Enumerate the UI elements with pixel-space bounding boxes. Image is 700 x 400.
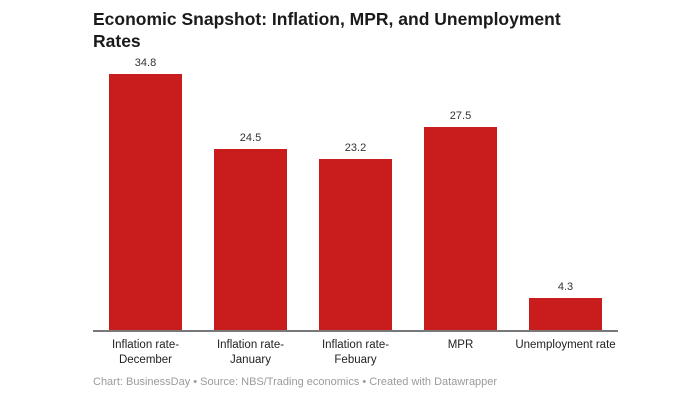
x-axis-label-unemployment-rate: Unemployment rate [515,339,616,351]
bar-value-label: 4.3 [557,281,574,294]
x-axis-label-inflation-rate-december: Inflation rate-December [111,339,180,366]
x-axis-label-mpr: MPR [447,339,474,351]
x-axis-label-inflation-rate-january: Inflation rate-January [216,339,285,366]
bar-column: 24.5 [198,52,303,330]
bar-value-label: 27.5 [449,110,472,123]
bar-column: 23.2 [303,52,408,330]
bar-mpr [424,127,497,330]
bar-column: 4.3 [513,52,618,330]
plot-area: 34.8 24.5 23.2 27.5 4.3 [93,52,618,332]
chart-attribution: Chart: BusinessDay • Source: NBS/Trading… [93,376,498,388]
bar-inflation-rate-febuary [319,159,392,330]
chart-title: Economic Snapshot: Inflation, MPR, and U… [93,9,561,51]
bar-column: 34.8 [93,52,198,330]
x-axis-labels: Inflation rate-December Inflation rate-Ja… [93,338,618,368]
bars-container: 34.8 24.5 23.2 27.5 4.3 [93,52,618,330]
bar-value-label: 24.5 [239,132,262,145]
bar-value-label: 34.8 [134,56,157,69]
bar-column: 27.5 [408,52,513,330]
bar-value-label: 23.2 [344,142,367,154]
bar-inflation-rate-january [214,149,287,330]
bar-inflation-rate-december [109,73,182,330]
bar-unemployment-rate [529,298,602,330]
x-axis-label-inflation-rate-febuary: Inflation rate-Febuary [321,339,390,366]
